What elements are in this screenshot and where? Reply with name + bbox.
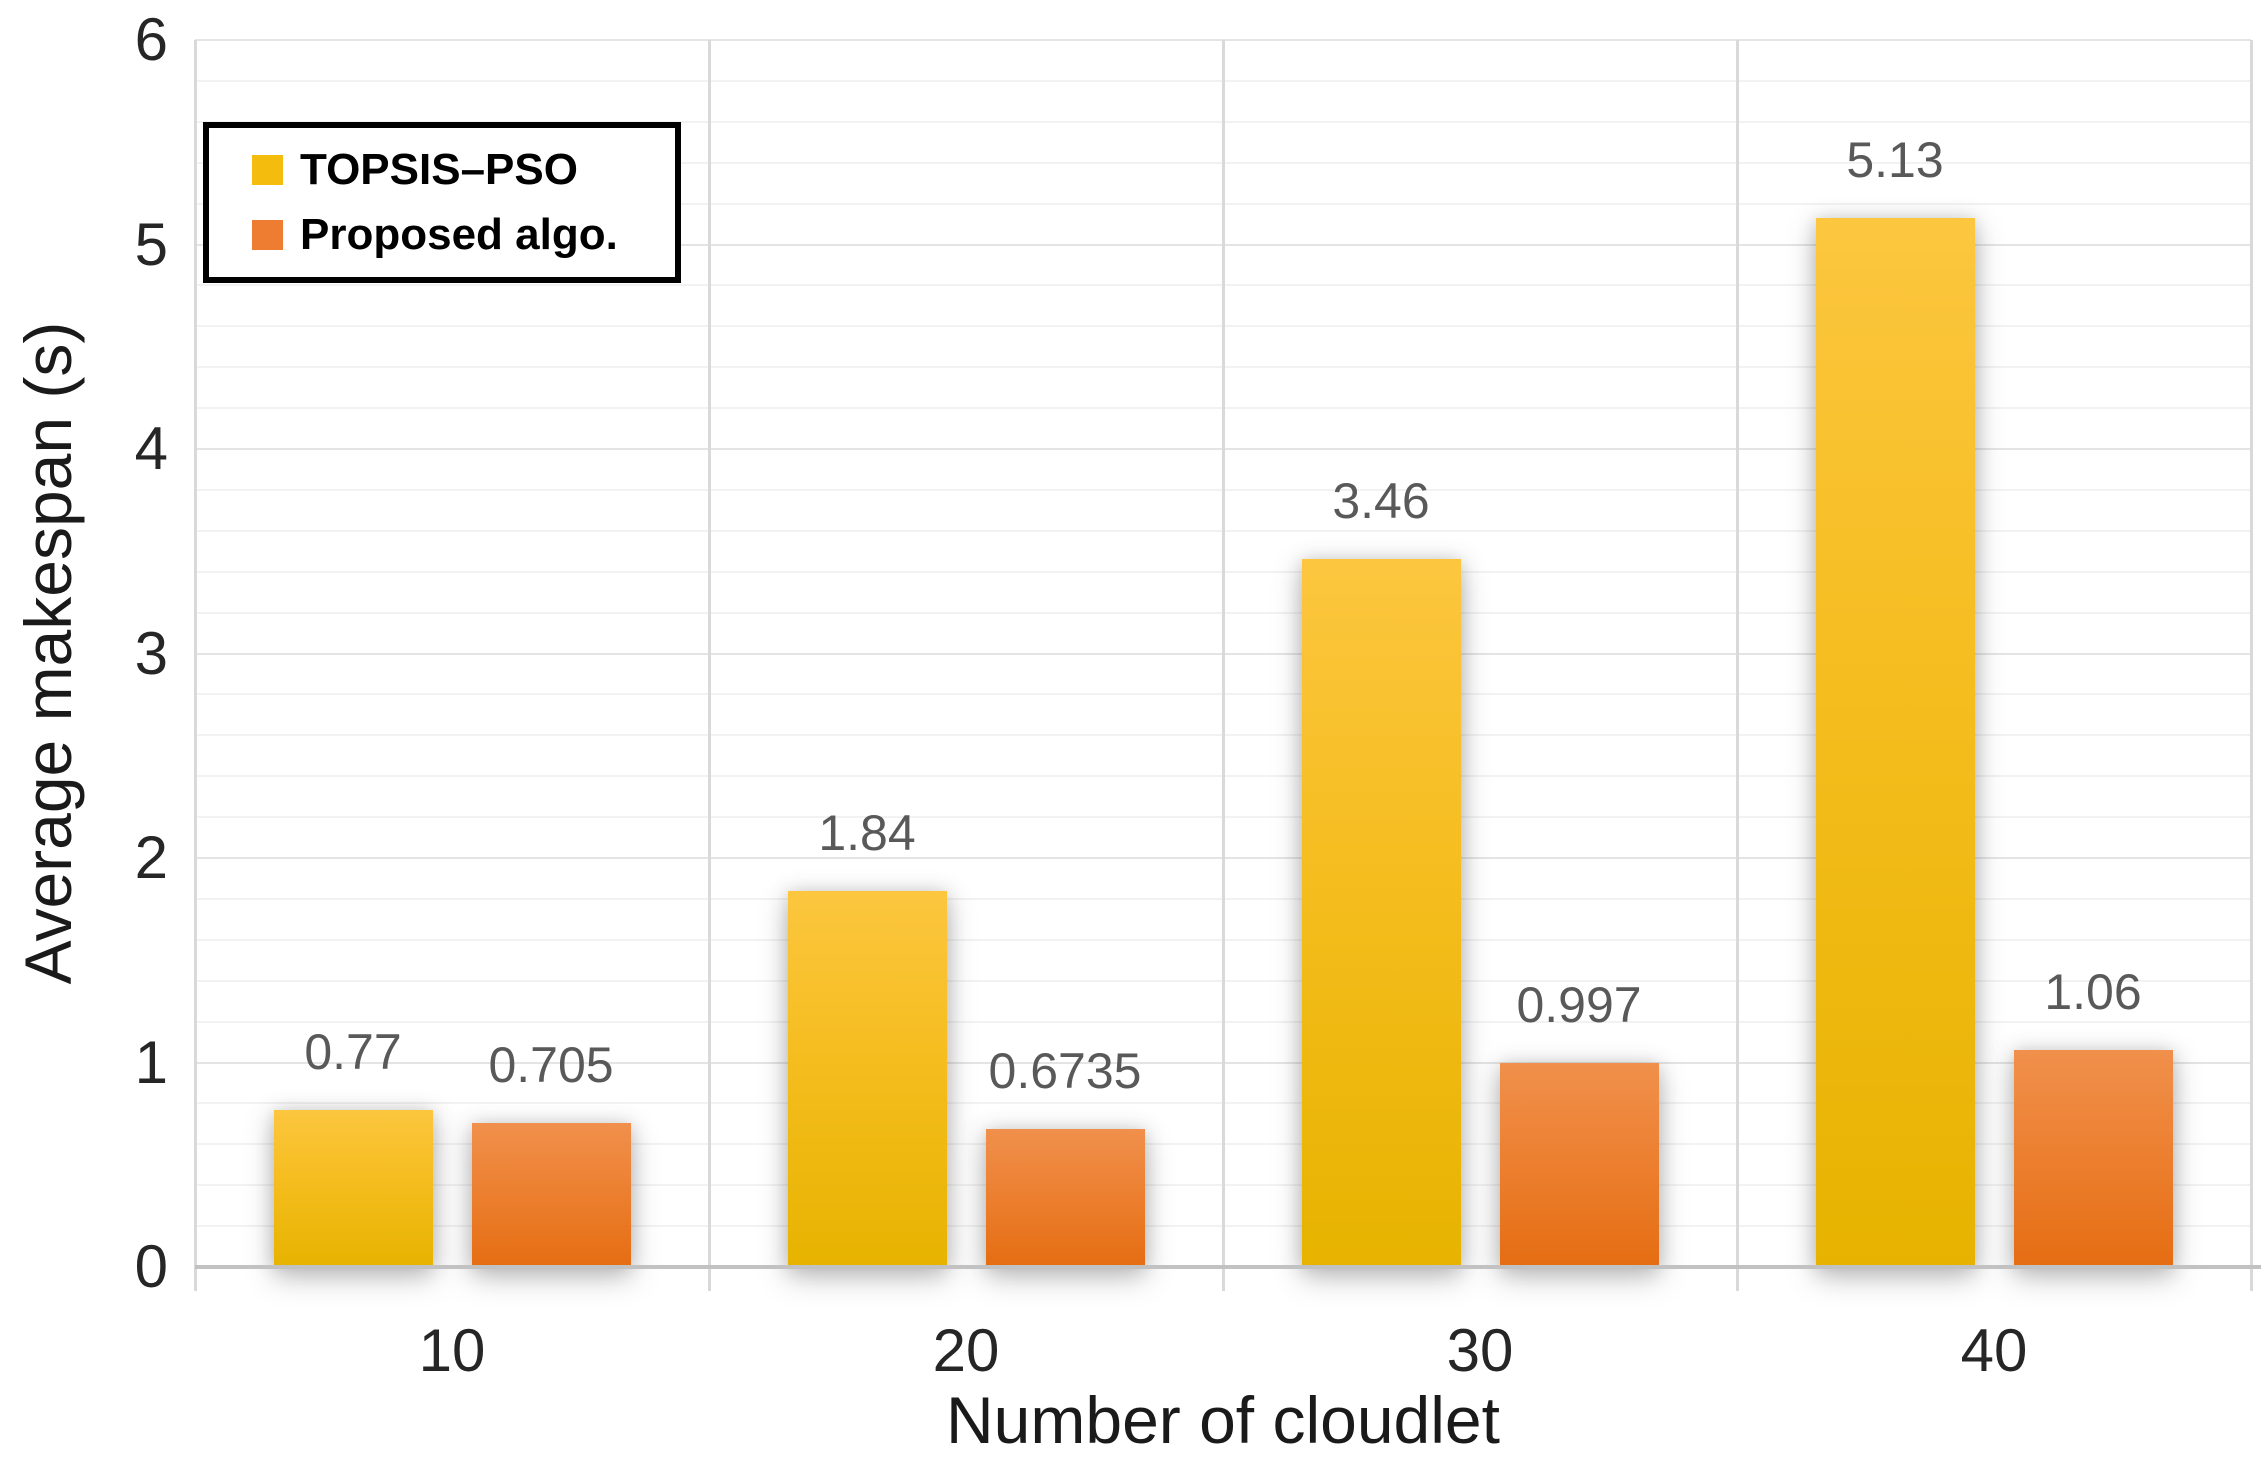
bar-proposed-algo--10 xyxy=(471,1122,631,1267)
y-axis-line xyxy=(193,40,197,1291)
x-axis-line xyxy=(195,1265,2261,1269)
x-tick-label: 40 xyxy=(1960,1317,2028,1384)
bar-value-label: 5.13 xyxy=(1846,131,1944,188)
x-tick-label: 30 xyxy=(1446,1317,1514,1384)
category-separator xyxy=(707,40,711,1291)
category-separator xyxy=(2249,40,2253,1291)
bar-proposed-algo--40 xyxy=(2013,1050,2173,1267)
bar-value-label: 1.06 xyxy=(2044,964,2142,1021)
legend-item-proposed-algo: Proposed algo. xyxy=(252,212,675,258)
bar-proposed-algo--20 xyxy=(985,1129,1145,1267)
bar-value-label: 0.6735 xyxy=(988,1043,1142,1100)
bar-value-label: 1.84 xyxy=(818,804,916,861)
y-tick-label: 0 xyxy=(134,1233,168,1300)
bar-topsis-pso-20 xyxy=(787,890,947,1267)
y-tick-label: 2 xyxy=(134,824,168,891)
legend-swatch-yellow-icon xyxy=(252,155,283,185)
bar-value-label: 3.46 xyxy=(1332,473,1430,530)
legend-item-topsis-pso: TOPSIS–PSO xyxy=(252,147,675,193)
x-tick-label: 20 xyxy=(932,1317,1000,1384)
category-separator xyxy=(1221,40,1225,1291)
bar-topsis-pso-30 xyxy=(1301,559,1461,1267)
category-separator xyxy=(1735,40,1739,1291)
bar-topsis-pso-10 xyxy=(273,1109,433,1267)
legend-box: TOPSIS–PSO Proposed algo. xyxy=(203,122,681,283)
legend-label: TOPSIS–PSO xyxy=(300,145,578,194)
x-axis-title: Number of cloudlet xyxy=(946,1383,1500,1457)
y-axis-title: Average makespan (s) xyxy=(11,321,85,985)
y-tick-label: 5 xyxy=(134,210,168,278)
y-tick-label: 6 xyxy=(134,6,168,73)
y-tick-label: 3 xyxy=(134,619,168,687)
legend-label: Proposed algo. xyxy=(300,210,618,259)
bar-value-label: 0.997 xyxy=(1516,977,1642,1034)
x-tick-label: 10 xyxy=(418,1317,486,1384)
y-tick-label: 1 xyxy=(134,1028,168,1096)
bar-value-label: 0.77 xyxy=(304,1023,402,1080)
legend-swatch-orange-icon xyxy=(252,220,283,250)
bar-proposed-algo--30 xyxy=(1499,1063,1659,1267)
bar-value-label: 0.705 xyxy=(488,1036,614,1093)
bar-topsis-pso-40 xyxy=(1815,217,1975,1267)
y-tick-label: 4 xyxy=(134,415,168,482)
